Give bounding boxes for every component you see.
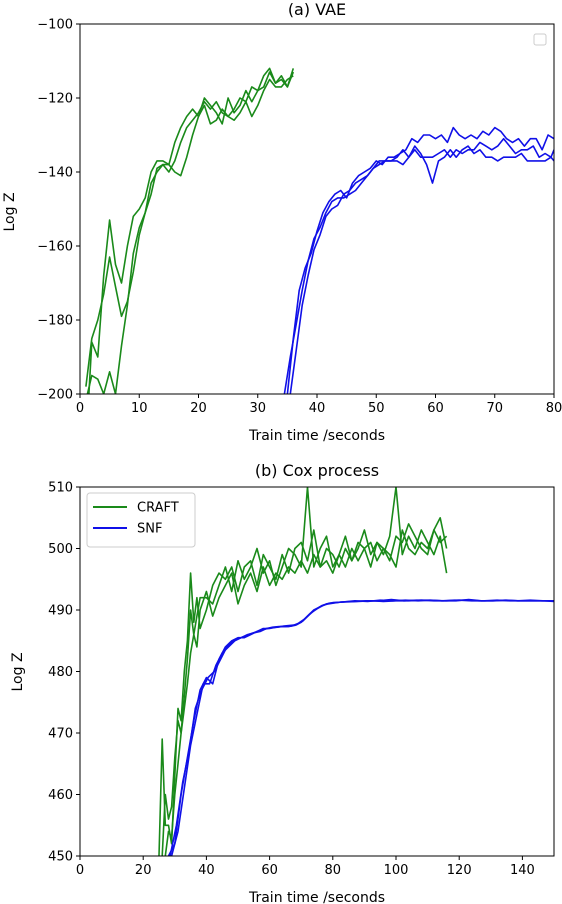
x-tick-label: 0 (76, 863, 84, 878)
x-tick-label: 20 (190, 401, 207, 416)
y-tick-label: 470 (48, 727, 73, 742)
series-line-6 (169, 598, 554, 856)
y-tick-label: 490 (48, 604, 73, 619)
series-group (158, 487, 554, 856)
y-tick-label: −120 (37, 92, 73, 107)
x-tick-label: 0 (76, 401, 84, 416)
x-tick-label: 140 (510, 863, 535, 878)
x-tick-label: 20 (135, 863, 152, 878)
x-tick-label: 40 (198, 863, 215, 878)
series-line-5 (289, 137, 554, 394)
series-line-2 (85, 67, 295, 387)
x-tick-label: 100 (384, 863, 409, 878)
legend-label: CRAFT (137, 501, 179, 516)
y-tick-label: −180 (37, 314, 73, 329)
series-line-1 (158, 487, 448, 856)
x-tick-label: 80 (546, 401, 562, 416)
chart-panel-cox-process: (b) Cox process Train time /seconds Log … (10, 461, 555, 904)
series-group (85, 67, 554, 394)
series-line-5 (170, 598, 554, 856)
series-line-1 (88, 71, 295, 394)
y-tick-label: 460 (48, 788, 73, 803)
series-line-4 (167, 599, 554, 856)
y-tick-label: −100 (37, 18, 73, 33)
plot-frame (79, 23, 555, 395)
y-tick-label: 450 (48, 850, 73, 865)
y-tick-label: −140 (37, 166, 73, 181)
y-axis-label: Log Z (2, 192, 18, 231)
legend-box (533, 33, 547, 46)
y-axis-label: Log Z (10, 652, 26, 691)
y-tick-label: 500 (48, 542, 73, 557)
series-line-6 (283, 145, 554, 394)
x-tick-label: 80 (325, 863, 342, 878)
x-tick-label: 60 (427, 401, 444, 416)
y-tick-label: 510 (48, 481, 73, 496)
x-tick-label: 30 (249, 401, 266, 416)
series-line-3 (86, 75, 294, 394)
x-axis-label: Train time /seconds (248, 428, 385, 444)
legend: CRAFT SNF (86, 492, 196, 548)
series-line-3 (164, 529, 448, 856)
series-line-2 (161, 487, 448, 856)
x-tick-label: 50 (368, 401, 385, 416)
y-tick-label: 480 (48, 665, 73, 680)
x-tick-label: 10 (131, 401, 148, 416)
x-tick-label: 70 (486, 401, 503, 416)
x-tick-label: 120 (447, 863, 472, 878)
x-tick-label: 60 (261, 863, 278, 878)
y-tick-label: −160 (37, 240, 73, 255)
series-line-4 (286, 126, 554, 394)
x-tick-label: 40 (309, 401, 326, 416)
chart-title: (b) Cox process (255, 461, 379, 480)
chart-panel-vae: (a) VAE Train time /seconds Log Z 0 10 20 3… (2, 0, 562, 444)
y-tick-label: −200 (37, 388, 73, 403)
chart-title: (a) VAE (288, 0, 346, 19)
x-axis-label: Train time /seconds (248, 890, 385, 904)
legend-label: SNF (137, 522, 162, 537)
